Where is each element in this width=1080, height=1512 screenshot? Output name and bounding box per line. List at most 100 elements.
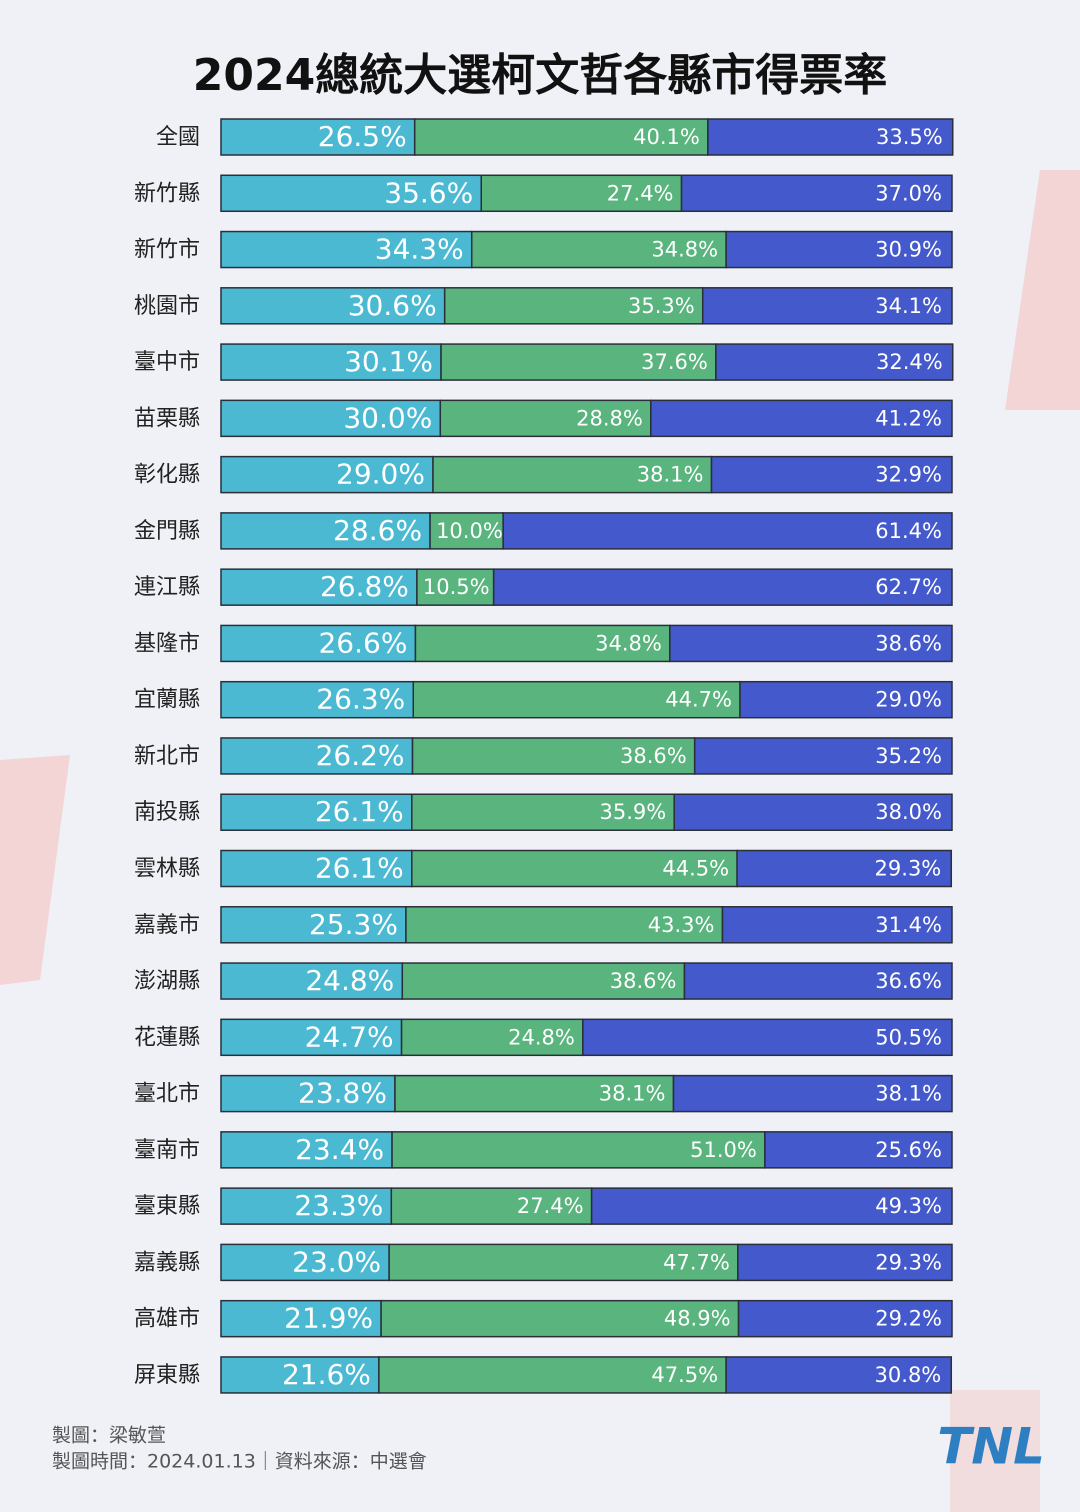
- value-label: 47.5%: [651, 1363, 718, 1387]
- value-label: 26.3%: [316, 683, 405, 716]
- bar-segment: [701, 287, 953, 325]
- bar-segment: [220, 1356, 380, 1394]
- bar-segment: [470, 230, 727, 269]
- value-label: 26.1%: [315, 795, 404, 828]
- bar-segment: [220, 737, 414, 775]
- bar-segment: [220, 118, 416, 156]
- bar-segment: [400, 1018, 584, 1057]
- bar-segment: [502, 512, 953, 550]
- bar-segment: [715, 343, 954, 381]
- bar-segment: [725, 1356, 953, 1394]
- bar-segment: [411, 793, 675, 831]
- value-label: 29.3%: [875, 857, 942, 881]
- bar-segment: [413, 118, 709, 156]
- category-label: 嘉義市: [134, 913, 200, 938]
- value-label: 38.6%: [875, 631, 942, 655]
- category-label: 新竹市: [134, 238, 200, 263]
- bar-segment: [220, 1074, 396, 1113]
- bar-segment: [710, 455, 953, 494]
- value-label: 21.6%: [282, 1358, 371, 1391]
- bar-segment: [725, 230, 953, 269]
- bar-segment: [220, 399, 442, 438]
- value-label: 48.9%: [664, 1307, 731, 1331]
- bar-segment: [220, 174, 482, 213]
- bar-segment: [378, 1356, 727, 1394]
- value-label: 47.7%: [663, 1250, 730, 1274]
- category-label: 臺東縣: [134, 1194, 200, 1219]
- category-label: 花蓮縣: [134, 1025, 200, 1050]
- value-label: 37.0%: [875, 181, 942, 205]
- decoration: [950, 1390, 1040, 1512]
- value-label: 38.6%: [620, 744, 687, 768]
- credit: 製圖：梁敏萱: [52, 1425, 166, 1447]
- value-label: 26.8%: [320, 570, 409, 603]
- category-label: 連江縣: [134, 575, 200, 600]
- bar-segment: [220, 624, 417, 663]
- value-label: 24.7%: [305, 1020, 394, 1053]
- value-label: 51.0%: [690, 1138, 757, 1162]
- value-label: 37.6%: [641, 350, 708, 374]
- value-label: 34.8%: [651, 238, 718, 262]
- value-label: 26.5%: [318, 120, 407, 153]
- bar-segment: [220, 1018, 403, 1057]
- bar-segment: [220, 906, 407, 944]
- category-label: 屏東縣: [134, 1363, 200, 1388]
- value-label: 28.6%: [333, 514, 422, 547]
- category-label: 臺北市: [134, 1082, 200, 1107]
- bar-segment: [673, 793, 953, 831]
- value-label: 23.0%: [292, 1245, 381, 1278]
- category-label: 苗栗縣: [134, 406, 200, 431]
- value-label: 38.1%: [637, 463, 704, 487]
- value-label: 27.4%: [517, 1194, 584, 1218]
- bar-segment: [414, 624, 671, 663]
- value-label: 35.3%: [628, 294, 695, 318]
- value-label: 29.0%: [336, 458, 425, 491]
- bar-segment: [480, 174, 683, 213]
- bar-segment: [721, 906, 953, 944]
- bar-segment: [650, 399, 953, 438]
- bar-segment: [432, 455, 713, 494]
- value-label: 29.0%: [875, 688, 942, 712]
- value-label: 27.4%: [607, 181, 674, 205]
- value-label: 24.8%: [508, 1025, 575, 1049]
- bar-segment: [388, 1243, 739, 1282]
- bar-segment: [590, 1187, 953, 1225]
- value-label: 26.2%: [316, 739, 405, 772]
- bar-segment: [737, 1243, 953, 1282]
- bar-segment: [401, 962, 686, 1000]
- bar-segment: [220, 1187, 393, 1225]
- category-label: 全國: [156, 125, 200, 150]
- bar-segment: [220, 849, 413, 888]
- value-label: 49.3%: [875, 1194, 942, 1218]
- footnote: 製圖時間：2024.01.13｜資料來源：中選會: [52, 1451, 427, 1473]
- bar-segment: [220, 230, 473, 269]
- value-label: 26.1%: [315, 852, 404, 885]
- value-label: 44.7%: [665, 688, 732, 712]
- logo: TNL: [937, 1418, 1045, 1476]
- value-label: 26.6%: [318, 626, 407, 659]
- bar-segment: [220, 568, 418, 606]
- category-label: 雲林縣: [134, 857, 200, 882]
- bar-segment: [739, 680, 953, 719]
- category-label: 新北市: [134, 744, 200, 769]
- bar-segment: [680, 174, 953, 213]
- bar-segment: [220, 512, 431, 550]
- bar-segment: [764, 1131, 953, 1169]
- value-label: 29.2%: [875, 1307, 942, 1331]
- category-label: 嘉義縣: [134, 1250, 200, 1275]
- value-label: 38.6%: [610, 969, 677, 993]
- value-label: 44.5%: [662, 857, 729, 881]
- category-label: 臺中市: [134, 350, 200, 375]
- bar-segment: [380, 1299, 740, 1338]
- value-label: 30.8%: [875, 1363, 942, 1387]
- bar-segment: [492, 568, 953, 606]
- bar-segment: [405, 906, 724, 944]
- value-label: 31.4%: [875, 913, 942, 937]
- value-label: 23.4%: [295, 1133, 384, 1166]
- value-label: 41.2%: [875, 406, 942, 430]
- bar-segment: [669, 624, 953, 663]
- value-label: 35.6%: [384, 176, 473, 209]
- value-label: 24.8%: [305, 964, 394, 997]
